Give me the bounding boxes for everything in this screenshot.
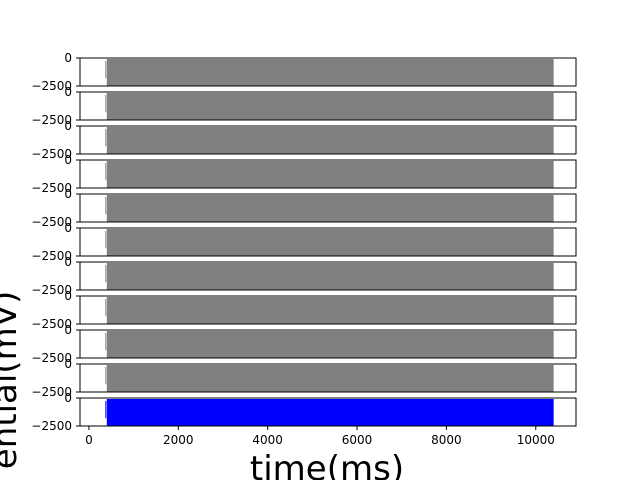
signal-band-4	[106, 161, 554, 188]
signal-band-8	[106, 297, 554, 324]
y-tick-label-9-0: 0	[64, 323, 72, 337]
subplot-frame-10	[79, 363, 577, 393]
y-tick-label-3-0: 0	[64, 119, 72, 133]
subplot-frame-9	[79, 329, 577, 359]
y-tick-label-9-1: −2500	[31, 351, 72, 365]
signal-band-11	[106, 399, 554, 426]
y-tick-label-2-0: 0	[64, 85, 72, 99]
subplot-2: 0 −2500	[31, 85, 577, 127]
signal-band-1	[106, 59, 554, 86]
signal-band-9	[106, 331, 554, 358]
subplot-3: 0 −2500	[31, 119, 577, 161]
subplot-frame-11	[79, 397, 577, 427]
y-axis-title: ential(mV)	[0, 291, 25, 469]
signal-band-5	[106, 195, 554, 222]
y-tick-label-7-0: 0	[64, 255, 72, 269]
subplot-frame-3	[79, 125, 577, 155]
subplot-10: 0 −2500	[31, 357, 577, 399]
y-tick-label-6-0: 0	[64, 221, 72, 235]
x-tick-label-5: 10000	[517, 433, 555, 447]
signal-band-7	[106, 263, 554, 290]
subplot-7: 0 −2500	[31, 255, 577, 297]
subplot-frame-1	[79, 57, 577, 87]
y-tick-label-11-0: 0	[64, 391, 72, 405]
signal-band-10	[106, 365, 554, 392]
y-tick-label-4-0: 0	[64, 153, 72, 167]
subplot-11: 0 −2500	[31, 391, 577, 433]
x-axis-ticks: 0 2000 4000 6000 8000 10000	[85, 426, 555, 447]
x-tick-label-2: 4000	[252, 433, 283, 447]
subplot-frame-7	[79, 261, 577, 291]
subplot-frame-8	[79, 295, 577, 325]
signal-band-6	[106, 229, 554, 256]
subplot-panels: 0−25000−25000−25000−25000−25000−25000−25…	[31, 51, 577, 433]
x-tick-label-1: 2000	[163, 433, 194, 447]
signal-band-2	[106, 93, 554, 120]
y-tick-label-5-0: 0	[64, 187, 72, 201]
x-tick-label-0: 0	[85, 433, 93, 447]
subplot-4: 0 −2500	[31, 153, 577, 195]
y-tick-label-1-0: 0	[64, 51, 72, 65]
y-tick-label-6-1: −2500	[31, 249, 72, 263]
y-tick-label-2-1: −2500	[31, 113, 72, 127]
y-tick-label-5-1: −2500	[31, 215, 72, 229]
subplot-frame-5	[79, 193, 577, 223]
subplot-frame-4	[79, 159, 577, 189]
y-tick-label-7-1: −2500	[31, 283, 72, 297]
y-tick-label-10-1: −2500	[31, 385, 72, 399]
y-tick-label-11-1: −2500	[31, 419, 72, 433]
subplot-6: 0 −2500	[31, 221, 577, 263]
signal-band-3	[106, 127, 554, 154]
y-tick-label-8-0: 0	[64, 289, 72, 303]
y-tick-label-10-0: 0	[64, 357, 72, 371]
subplot-9: 0 −2500	[31, 323, 577, 365]
subplot-1: 0 −2500	[31, 51, 577, 93]
subplot-frame-6	[79, 227, 577, 257]
subplot-8: 0 −2500	[31, 289, 577, 331]
y-tick-label-4-1: −2500	[31, 181, 72, 195]
x-axis-title: time(ms)	[250, 449, 404, 480]
x-tick-label-4: 8000	[431, 433, 462, 447]
y-tick-label-8-1: −2500	[31, 317, 72, 331]
subplot-5: 0 −2500	[31, 187, 577, 229]
y-tick-label-1-1: −2500	[31, 79, 72, 93]
y-tick-label-3-1: −2500	[31, 147, 72, 161]
subplot-frame-2	[79, 91, 577, 121]
x-tick-label-3: 6000	[342, 433, 373, 447]
